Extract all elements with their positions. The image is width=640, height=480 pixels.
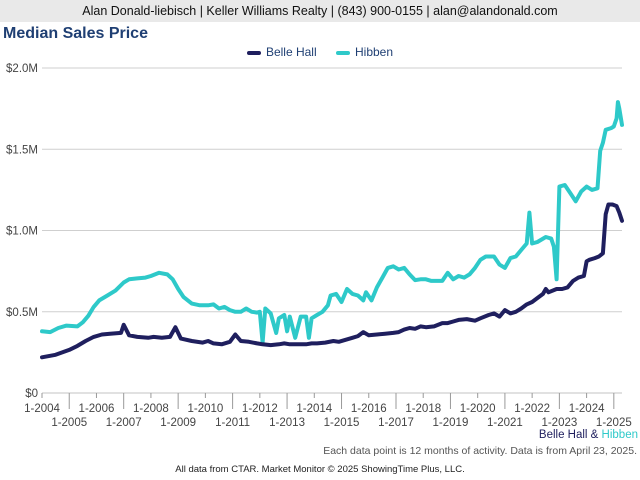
chart-legend: Belle Hall Hibben	[0, 45, 640, 59]
x-tick-label: 1-2008	[133, 403, 169, 415]
series-key-belle-hall: Belle Hall	[538, 429, 588, 441]
x-tick-label: 1-2022	[514, 403, 550, 415]
x-tick-label: 1-2013	[269, 417, 305, 429]
x-tick-label: 1-2024	[569, 403, 605, 415]
contact-header: Alan Donald-liebisch | Keller Williams R…	[0, 0, 640, 22]
x-tick-label: 1-2017	[378, 417, 414, 429]
median-sales-price-chart: $0$0.5M$1.0M$1.5M$2.0M 1-20041-20051-200…	[6, 63, 632, 429]
gridlines	[42, 67, 622, 394]
footer-credit: All data from CTAR. Market Monitor © 202…	[175, 464, 465, 475]
x-tick-label: 1-2005	[51, 417, 87, 429]
x-tick-label: 1-2025	[596, 417, 632, 429]
legend-swatch-hibben	[336, 50, 350, 55]
x-tick-label: 1-2011	[215, 417, 250, 429]
legend-label-hibben: Hibben	[355, 45, 394, 59]
y-axis-ticks: $0 $0.5M $1.0M $1.5M $2.0M	[6, 63, 38, 400]
series-line-hibben	[40, 100, 624, 345]
y-tick-label: $0.5M	[6, 307, 38, 319]
x-tick-label: 1-2007	[106, 417, 142, 429]
x-tick-label: 1-2014	[296, 403, 332, 415]
x-tick-label: 1-2004	[24, 403, 60, 415]
legend-item-hibben: Hibben	[336, 45, 393, 59]
series-key-hibben: Hibben	[601, 429, 638, 441]
legend-label-belle-hall: Belle Hall	[265, 45, 317, 59]
series-key-joiner: &	[587, 429, 602, 441]
x-tick-label: 1-2018	[405, 403, 441, 415]
y-tick-label: $1.0M	[6, 226, 38, 238]
x-tick-label: 1-2016	[351, 403, 387, 415]
x-tick-label: 1-2009	[160, 417, 196, 429]
x-tick-label: 1-2019	[433, 417, 469, 429]
y-tick-label: $1.5M	[6, 144, 38, 156]
x-tick-label: 1-2012	[242, 403, 278, 415]
series-line-belle-hall	[40, 202, 624, 360]
legend-item-belle-hall: Belle Hall	[246, 45, 317, 59]
data-note: Each data point is 12 months of activity…	[323, 445, 637, 457]
legend-swatch-belle-hall	[246, 50, 261, 55]
x-tick-label: 1-2010	[187, 403, 223, 415]
x-tick-label: 1-2015	[324, 417, 360, 429]
x-tick-label: 1-2023	[541, 417, 577, 429]
series-key: Belle Hall & Hibben	[539, 429, 638, 441]
contact-line: Alan Donald-liebisch | Keller Williams R…	[82, 4, 558, 18]
x-tick-label: 1-2006	[79, 403, 115, 415]
x-axis-ticks: 1-2004 1-2005 1-2006 1-2007 1-2008 1-2009 1-20…	[24, 393, 632, 429]
chart-title: Median Sales Price	[3, 25, 148, 42]
x-tick-label: 1-2020	[460, 403, 496, 415]
x-tick-label: 1-2021	[487, 417, 523, 429]
series-lines	[40, 100, 624, 360]
y-tick-label: $2.0M	[6, 63, 38, 75]
y-tick-label: $0	[25, 388, 38, 400]
